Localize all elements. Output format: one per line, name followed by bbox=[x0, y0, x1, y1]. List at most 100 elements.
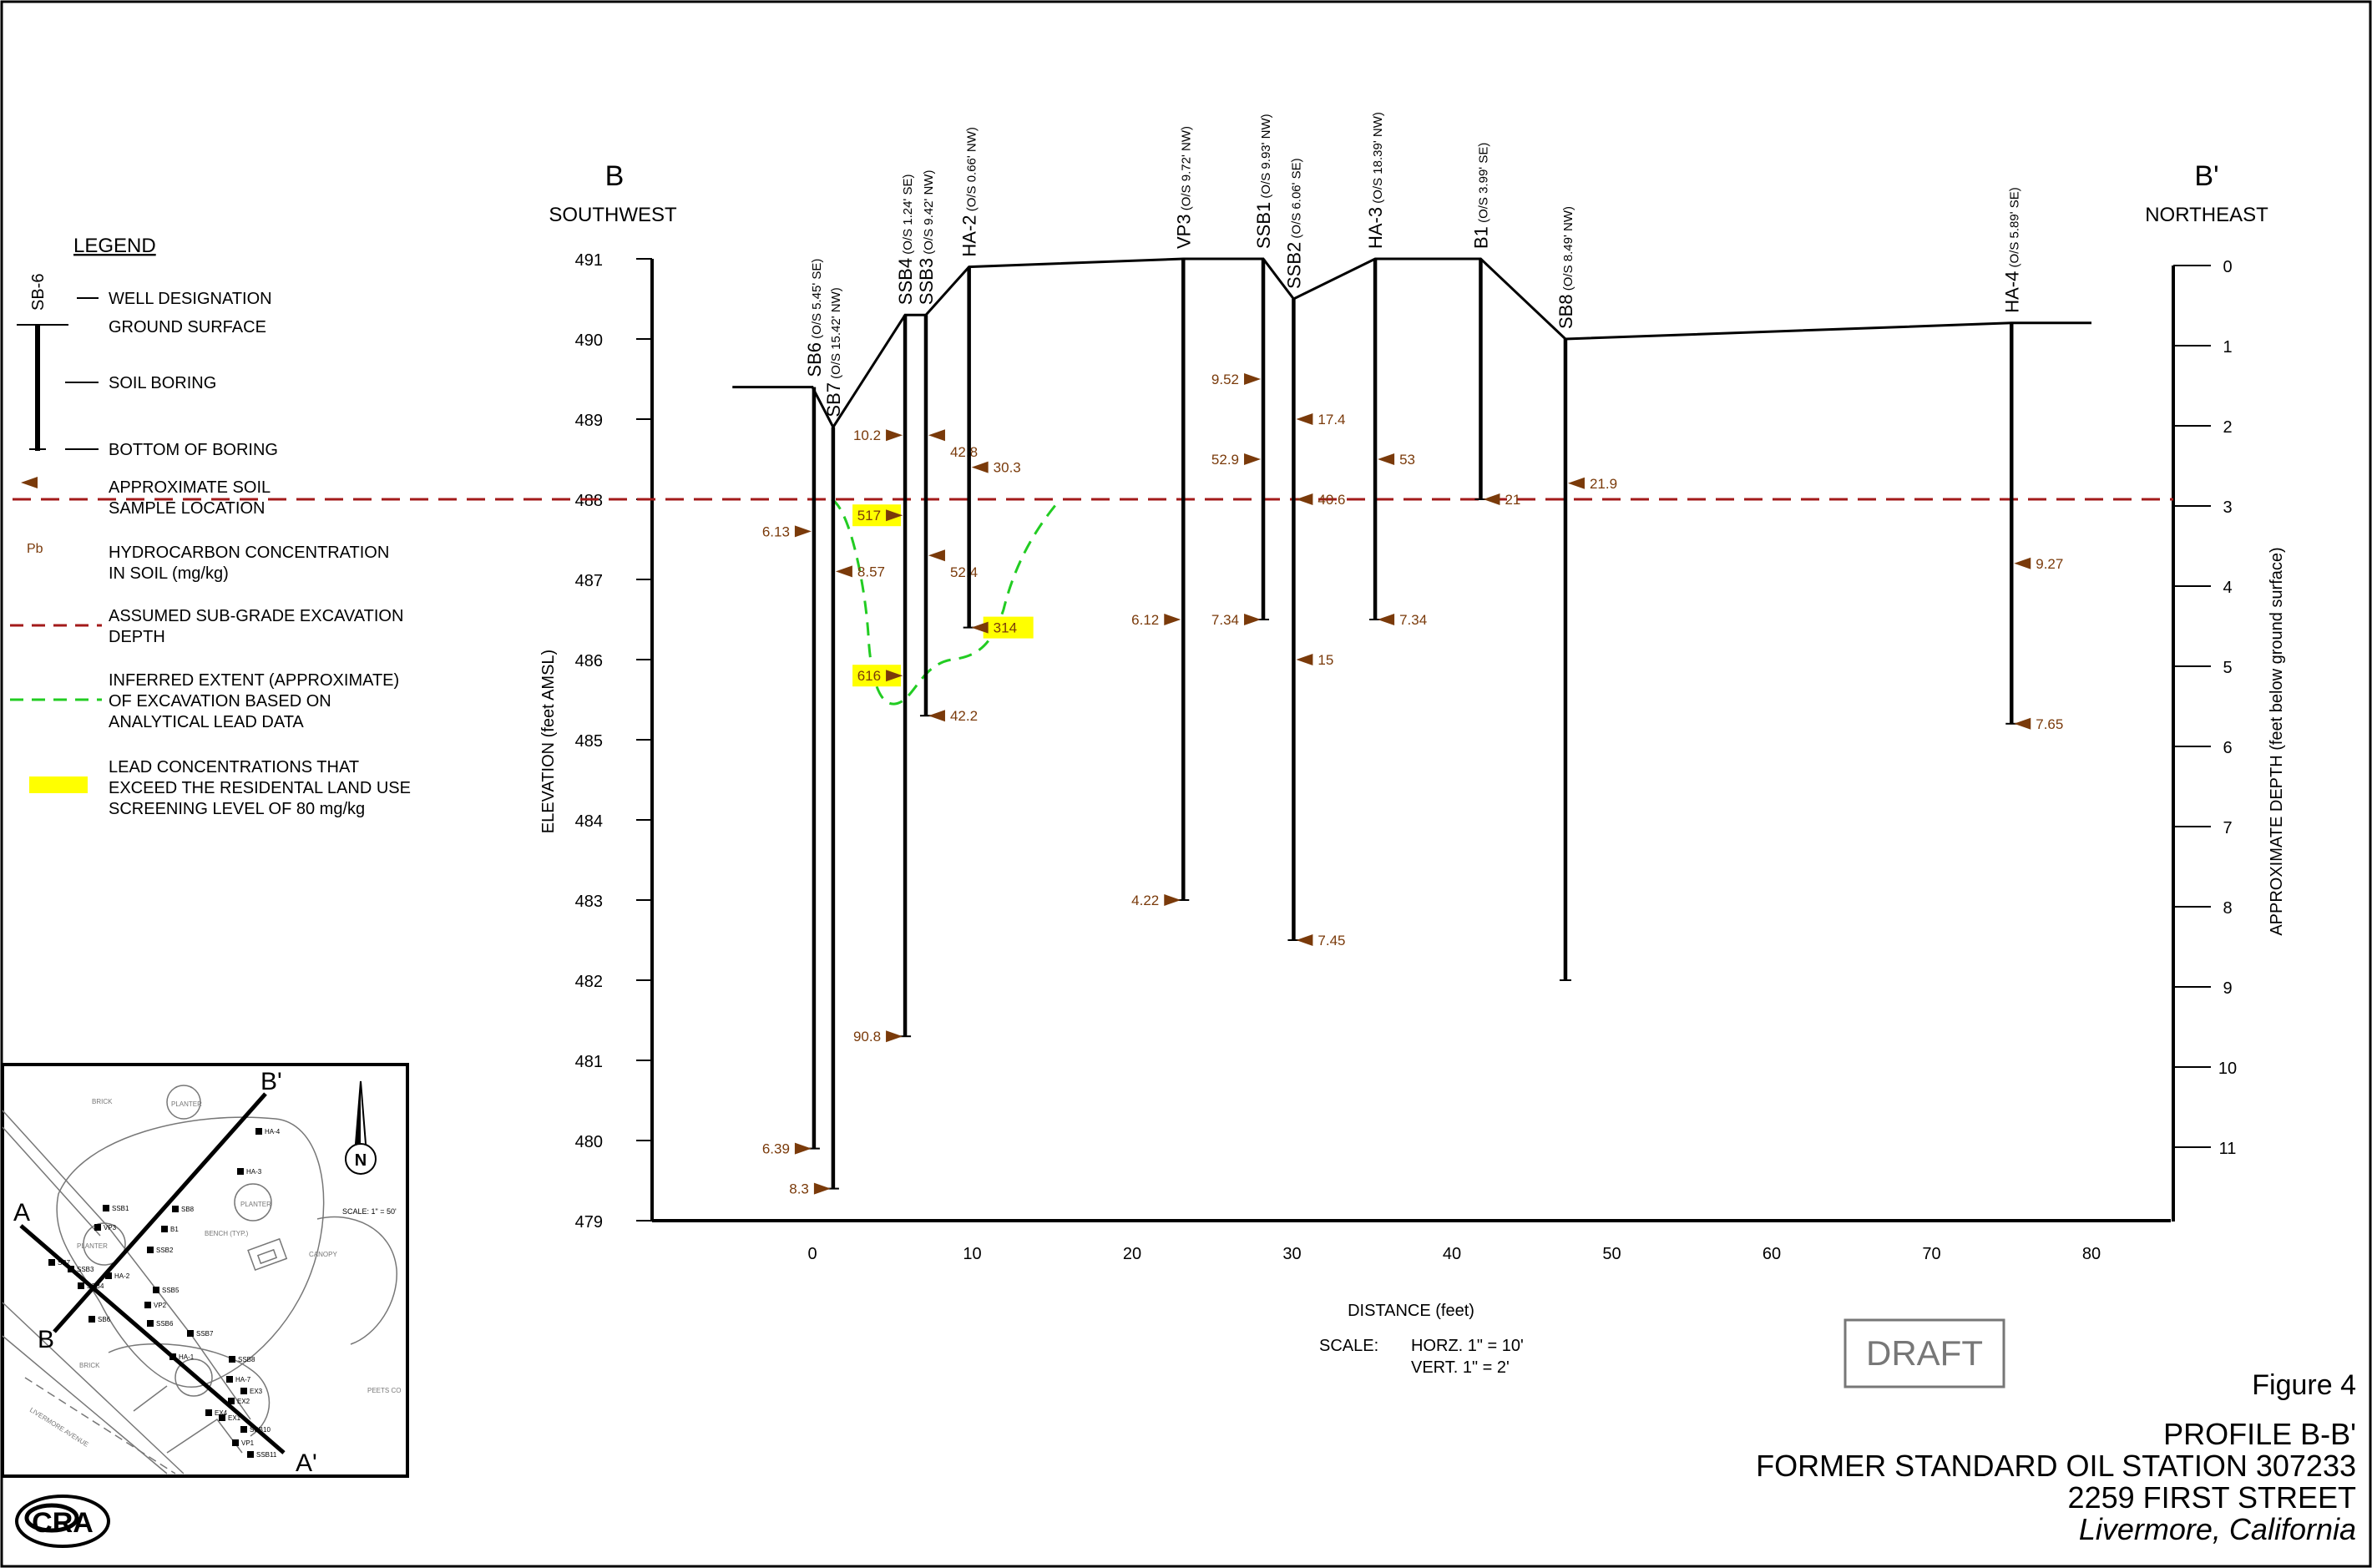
boring-sb7: SB7 (O/S 15.42' NW) 8.57 8.3 bbox=[789, 287, 885, 1196]
boring-offset: (O/S 5.45' SE) bbox=[810, 259, 824, 342]
inferred-extent-line bbox=[831, 498, 1062, 706]
boring-ssb1: SSB1 (O/S 9.93' NW) 9.52 52.9 7.34 bbox=[1211, 114, 1274, 628]
boring-label: HA-3 (O/S 18.39' NW) bbox=[1365, 112, 1386, 249]
boring-offset: (O/S 18.39' NW) bbox=[1371, 112, 1385, 207]
soil-sample-marker bbox=[971, 621, 989, 634]
sample-value: 9.27 bbox=[2036, 556, 2063, 572]
title-line-2: FORMER STANDARD OIL STATION 307233 bbox=[1756, 1449, 2356, 1483]
map-well-marker bbox=[240, 1388, 247, 1394]
y-axis-label-left: ELEVATION (feet AMSL) bbox=[539, 650, 558, 833]
legend-excavation-2: DEPTH bbox=[109, 628, 165, 646]
boring-label: HA-2 (O/S 0.66' NW) bbox=[959, 127, 980, 257]
boring-label: HA-4 (O/S 5.89' SE) bbox=[2001, 187, 2022, 313]
legend-extent-3: ANALYTICAL LEAD DATA bbox=[109, 713, 304, 731]
map-well-marker bbox=[232, 1439, 239, 1446]
legend-hydrocarbon-2: IN SOIL (mg/kg) bbox=[109, 564, 229, 583]
depth-tick-label: 10 bbox=[2218, 1060, 2237, 1078]
elevation-tick-label: 482 bbox=[575, 973, 603, 991]
boring-label: SSB4 (O/S 1.24' SE) bbox=[895, 175, 916, 306]
boring-name: SSB3 bbox=[916, 258, 937, 305]
profile-section: B SOUTHWEST B' NORTHEAST 491490489488487… bbox=[13, 112, 2286, 1377]
sample-value: 314 bbox=[994, 620, 1017, 636]
sample-value: 6.13 bbox=[762, 524, 790, 539]
legend-lead-1: LEAD CONCENTRATIONS THAT bbox=[109, 758, 359, 776]
sample-value: 517 bbox=[857, 508, 881, 524]
section-b-prime-label: B' bbox=[260, 1068, 282, 1095]
boring-name: HA-2 bbox=[959, 215, 980, 256]
soil-sample-marker bbox=[1244, 453, 1262, 465]
soil-sample-marker bbox=[1296, 413, 1313, 425]
elevation-tick-label: 479 bbox=[575, 1213, 603, 1232]
soil-sample-marker bbox=[886, 429, 903, 442]
map-well-label: SSB3 bbox=[77, 1266, 94, 1273]
legend-soil-sample-1: APPROXIMATE SOIL bbox=[109, 478, 271, 497]
boring-offset: (O/S 15.42' NW) bbox=[829, 287, 843, 382]
distance-tick-label: 30 bbox=[1282, 1245, 1301, 1263]
sample-value: 7.34 bbox=[1399, 612, 1427, 628]
map-well-marker bbox=[144, 1302, 151, 1308]
distance-tick-label: 70 bbox=[1922, 1245, 1940, 1263]
map-label-planter-3: PLANTER bbox=[77, 1242, 108, 1250]
elevation-tick-label: 488 bbox=[575, 492, 603, 510]
depth-tick-label: 3 bbox=[2223, 498, 2232, 517]
legend-sample-marker bbox=[21, 477, 38, 488]
scale-vert: VERT. 1" = 2' bbox=[1411, 1358, 1510, 1377]
title-block: Figure 4 PROFILE B-B' FORMER STANDARD OI… bbox=[1756, 1369, 2356, 1546]
map-well-marker bbox=[228, 1398, 235, 1404]
sample-value: 42.2 bbox=[950, 708, 978, 724]
depth-tick-label: 1 bbox=[2223, 338, 2232, 357]
boring-ha-3: HA-3 (O/S 18.39' NW) 53 7.34 bbox=[1365, 112, 1427, 628]
boring-offset: (O/S 1.24' SE) bbox=[901, 175, 915, 258]
distance-tick-label: 40 bbox=[1443, 1245, 1461, 1263]
soil-sample-marker bbox=[1483, 493, 1500, 505]
map-well-marker bbox=[78, 1282, 84, 1289]
map-well-marker bbox=[147, 1320, 154, 1327]
elevation-tick-label: 487 bbox=[575, 572, 603, 590]
legend-excavation-1: ASSUMED SUB-GRADE EXCAVATION bbox=[109, 607, 403, 625]
soil-sample-marker bbox=[886, 509, 903, 522]
sample-value: 9.52 bbox=[1211, 372, 1239, 387]
sample-value: 21.9 bbox=[1590, 476, 1617, 492]
legend-extent-1: INFERRED EXTENT (APPROXIMATE) bbox=[109, 671, 399, 690]
map-well-marker bbox=[237, 1168, 244, 1175]
boring-offset: (O/S 9.72' NW) bbox=[1179, 126, 1193, 214]
map-well-label: HA-2 bbox=[114, 1272, 130, 1280]
boring-name: SB6 bbox=[804, 342, 825, 377]
legend-lead-2: EXCEED THE RESIDENTAL LAND USE bbox=[109, 779, 411, 797]
depth-tick-label: 4 bbox=[2223, 579, 2232, 597]
map-well-marker bbox=[247, 1451, 254, 1458]
legend: LEGEND SB-6 WELL DESIGNATION GROUND SURF… bbox=[10, 235, 411, 818]
boring-ssb4: SSB4 (O/S 1.24' SE) 10.2 517 616 90.8 bbox=[852, 175, 916, 1044]
boring-offset: (O/S 9.93' NW) bbox=[1259, 114, 1273, 201]
map-well-marker bbox=[48, 1259, 55, 1266]
map-well-marker bbox=[219, 1414, 225, 1421]
north-label: N bbox=[355, 1151, 367, 1170]
elevation-tick-label: 490 bbox=[575, 331, 603, 350]
soil-sample-marker bbox=[1567, 477, 1585, 489]
map-well-marker bbox=[255, 1128, 262, 1135]
map-well-marker bbox=[68, 1266, 74, 1272]
sample-value: 6.12 bbox=[1131, 612, 1159, 628]
soil-sample-marker bbox=[886, 1030, 903, 1043]
site-map-linework bbox=[2, 1085, 397, 1474]
north-arrow: N bbox=[345, 1080, 377, 1175]
draft-stamp: DRAFT bbox=[1866, 1333, 1983, 1373]
boring-label: SB6 (O/S 5.45' SE) bbox=[804, 259, 825, 377]
boring-name: HA-4 bbox=[2001, 271, 2022, 313]
soil-sample-marker bbox=[1296, 493, 1313, 505]
boring-name: HA-3 bbox=[1365, 207, 1386, 249]
map-well-marker bbox=[169, 1353, 176, 1360]
map-well-label: SB8 bbox=[181, 1206, 195, 1213]
compass-icon bbox=[345, 1143, 377, 1175]
map-well-marker bbox=[161, 1226, 168, 1232]
distance-tick-label: 50 bbox=[1602, 1245, 1621, 1263]
title-line-3: 2259 FIRST STREET bbox=[2068, 1480, 2356, 1515]
soil-sample-marker bbox=[971, 461, 989, 473]
elevation-tick-label: 480 bbox=[575, 1133, 603, 1151]
legend-bottom-of-boring: BOTTOM OF BORING bbox=[109, 441, 278, 459]
elevation-tick-label: 489 bbox=[575, 412, 603, 430]
elevation-tick-label: 484 bbox=[575, 812, 603, 831]
boring-name: B1 bbox=[1470, 226, 1491, 249]
profile-right-end: B' bbox=[2194, 160, 2218, 192]
